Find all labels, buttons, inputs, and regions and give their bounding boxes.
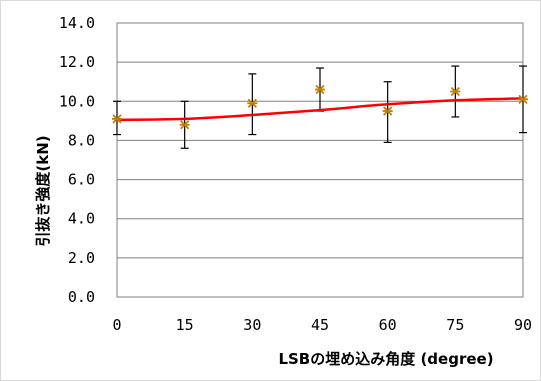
data-point	[382, 106, 393, 116]
y-tick-label: 4.0	[68, 210, 95, 228]
x-tick-label: 90	[514, 316, 532, 334]
data-point	[450, 86, 461, 97]
data-markers	[112, 84, 528, 130]
x-tick-label: 15	[176, 316, 194, 334]
x-tick-label: 30	[243, 316, 261, 334]
data-point	[518, 94, 528, 104]
data-point	[179, 120, 190, 130]
plot-area	[117, 23, 523, 297]
y-tick-label: 2.0	[68, 249, 95, 267]
y-tick-label: 10.0	[59, 92, 95, 110]
plot-border	[116, 22, 524, 298]
y-tick-label: 14.0	[59, 14, 95, 32]
trend-line	[116, 97, 524, 122]
y-tick-label: 12.0	[59, 53, 95, 71]
x-tick-label: 75	[446, 316, 464, 334]
data-point	[315, 84, 325, 95]
y-tick-label: 8.0	[68, 131, 95, 149]
y-tick-label: 6.0	[68, 171, 95, 189]
x-tick-label: 60	[379, 316, 397, 334]
x-tick-label: 45	[311, 316, 329, 334]
y-axis-title: 引抜き強度(kN)	[34, 135, 52, 246]
data-point	[112, 114, 122, 124]
x-axis-title: LSBの埋め込み角度 (degree)	[278, 350, 493, 368]
y-tick-labels: 0.0 2.0 4.0 6.0 8.0 10.0 12.0 14.0	[59, 14, 95, 306]
x-tick-label: 0	[112, 316, 121, 334]
y-tick-label: 0.0	[68, 288, 95, 306]
data-point	[247, 98, 258, 108]
x-tick-labels: 0 15 30 45 60 75 90	[112, 316, 532, 334]
